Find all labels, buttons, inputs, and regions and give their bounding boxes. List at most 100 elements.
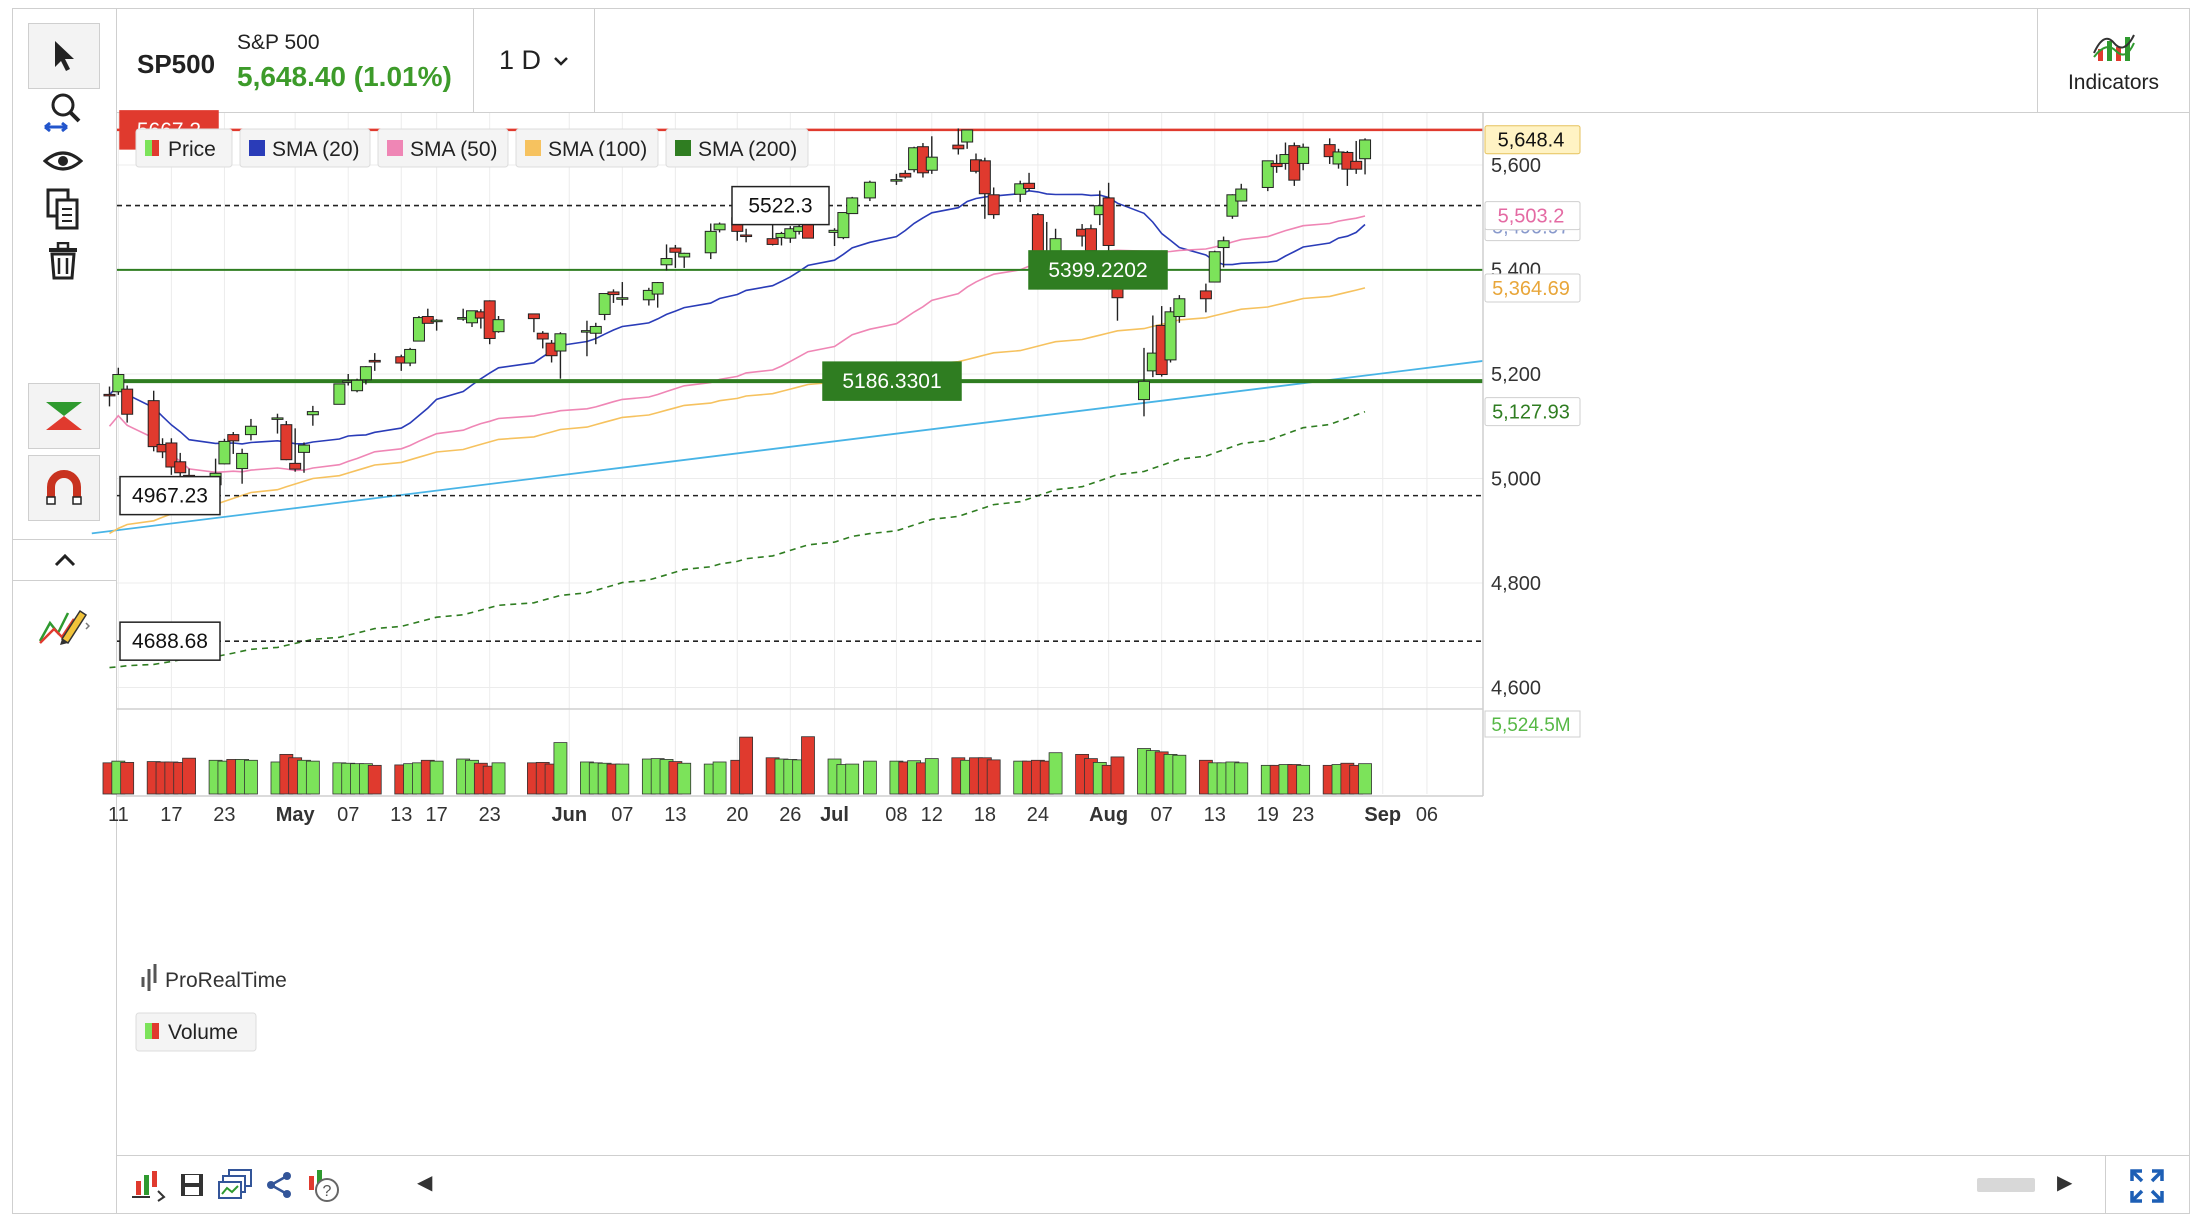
candle-down [1341,151,1354,170]
candle-up [1137,380,1150,401]
indicators-button[interactable]: Indicators [2038,9,2189,112]
help-button[interactable]: ? [303,1166,341,1204]
candle-down [1084,228,1097,252]
candle-down [1102,197,1115,246]
volume-bar [739,736,754,795]
candle-up [713,223,726,231]
x-tick-label: 13 [1204,804,1226,826]
drawing-tools-button[interactable] [28,593,98,657]
candle-up [784,228,797,239]
x-tick-label: 06 [1416,804,1438,826]
candle-up [1359,139,1372,160]
scroll-right-arrow-icon[interactable]: ▶ [2057,1172,2073,1194]
last-price-badge-box [1484,125,1581,155]
expand-arrows-icon [2130,1169,2164,1203]
volume-bar [429,760,444,795]
scrollbar-thumb[interactable] [1977,1178,2035,1192]
volume-bar [305,760,320,795]
level-label-box [731,185,830,226]
watermark-logo-icon [141,964,157,991]
scroll-left-arrow-icon[interactable]: ◀ [417,1172,433,1194]
candle-up [863,181,876,199]
zoom-tool-button[interactable] [28,79,98,143]
candle-up [678,252,691,258]
volume-bar [1234,762,1249,795]
candle-up [112,374,125,393]
candle-down [289,462,302,470]
x-tick-label: 11 [108,804,129,826]
candle-down [147,400,160,448]
y-tick-label: 4,800 [1491,573,1541,595]
level-label-box [1028,250,1168,290]
buy-sell-icon [46,402,82,430]
legend-chip-sma200 [665,128,809,168]
x-tick-label: 08 [885,804,907,826]
share-button[interactable] [261,1166,299,1204]
candle-up [554,333,567,352]
y-tick-label: 5,000 [1491,469,1541,491]
volume-bar [244,759,258,795]
timeframe-selector[interactable]: 1 D [474,9,594,112]
legend-swatch [152,140,159,156]
magnet-tool-button[interactable] [28,455,100,521]
candle-down [174,461,187,474]
candle-up [589,325,602,334]
x-tick-label: 23 [479,804,501,826]
volume-bar [845,763,860,795]
y-tick-label: 4,600 [1491,678,1541,700]
chart-refresh-icon [132,1171,166,1202]
sma100-value-badge-box [1484,273,1581,303]
candle-up [846,197,859,215]
copy-tool-button[interactable] [28,177,98,241]
candle-down [1270,162,1283,168]
volume-value-badge: 5,524.5M [1491,715,1570,736]
candle-down [227,434,240,442]
candle-up [961,129,974,143]
layouts-button[interactable] [217,1166,255,1204]
help-question-icon: ? [309,1170,339,1202]
volume-bar [553,742,568,795]
fullscreen-button[interactable] [2127,1166,2167,1206]
candle-up [1297,146,1310,164]
x-tick-label: Aug [1089,804,1128,826]
candle-down [368,359,381,363]
last-price-badge: 5,648.4 [1498,130,1565,152]
symbol-ticker[interactable]: SP500 [137,49,216,79]
legend-label-sma100: SMA (100) [548,138,647,161]
candle-up [1217,240,1230,249]
candle-up [236,452,249,470]
candle-up [651,282,664,295]
volume-bar [1296,764,1311,795]
trade-tool-button[interactable] [28,383,100,449]
pointer-arrow-icon [55,41,74,71]
save-button[interactable] [173,1166,211,1204]
volume-bar [712,761,727,795]
volume-bar [986,759,1001,795]
load-chart-button[interactable] [129,1166,167,1204]
x-tick-label: 12 [921,804,943,826]
level-label-box [119,621,221,661]
candle-down [607,291,620,296]
volume-bar [120,761,135,795]
chevron-down-icon [554,56,568,66]
legend-swatch [387,140,403,156]
cursor-tool-button[interactable] [28,23,100,89]
indicators-icon [2092,34,2135,61]
candle-up [218,440,231,465]
x-tick-label: 23 [1292,804,1314,826]
candle-up [404,348,417,364]
volume-bar [862,760,877,795]
legend-swatch [249,140,265,156]
sma200-line [109,410,1366,669]
collapse-toolbar-button[interactable] [13,539,116,581]
x-tick-label: 23 [213,804,235,826]
visibility-tool-button[interactable] [28,129,98,193]
level-label: 4967.23 [132,485,208,508]
candle-down [165,442,178,468]
delete-tool-button[interactable] [28,229,98,293]
chart-application: SP500 S&P 500 5,648.40 (1.01%) 1 D Indic… [12,8,2190,1214]
legend-label-sma20: SMA (20) [272,138,360,161]
candle-up [1261,160,1274,188]
